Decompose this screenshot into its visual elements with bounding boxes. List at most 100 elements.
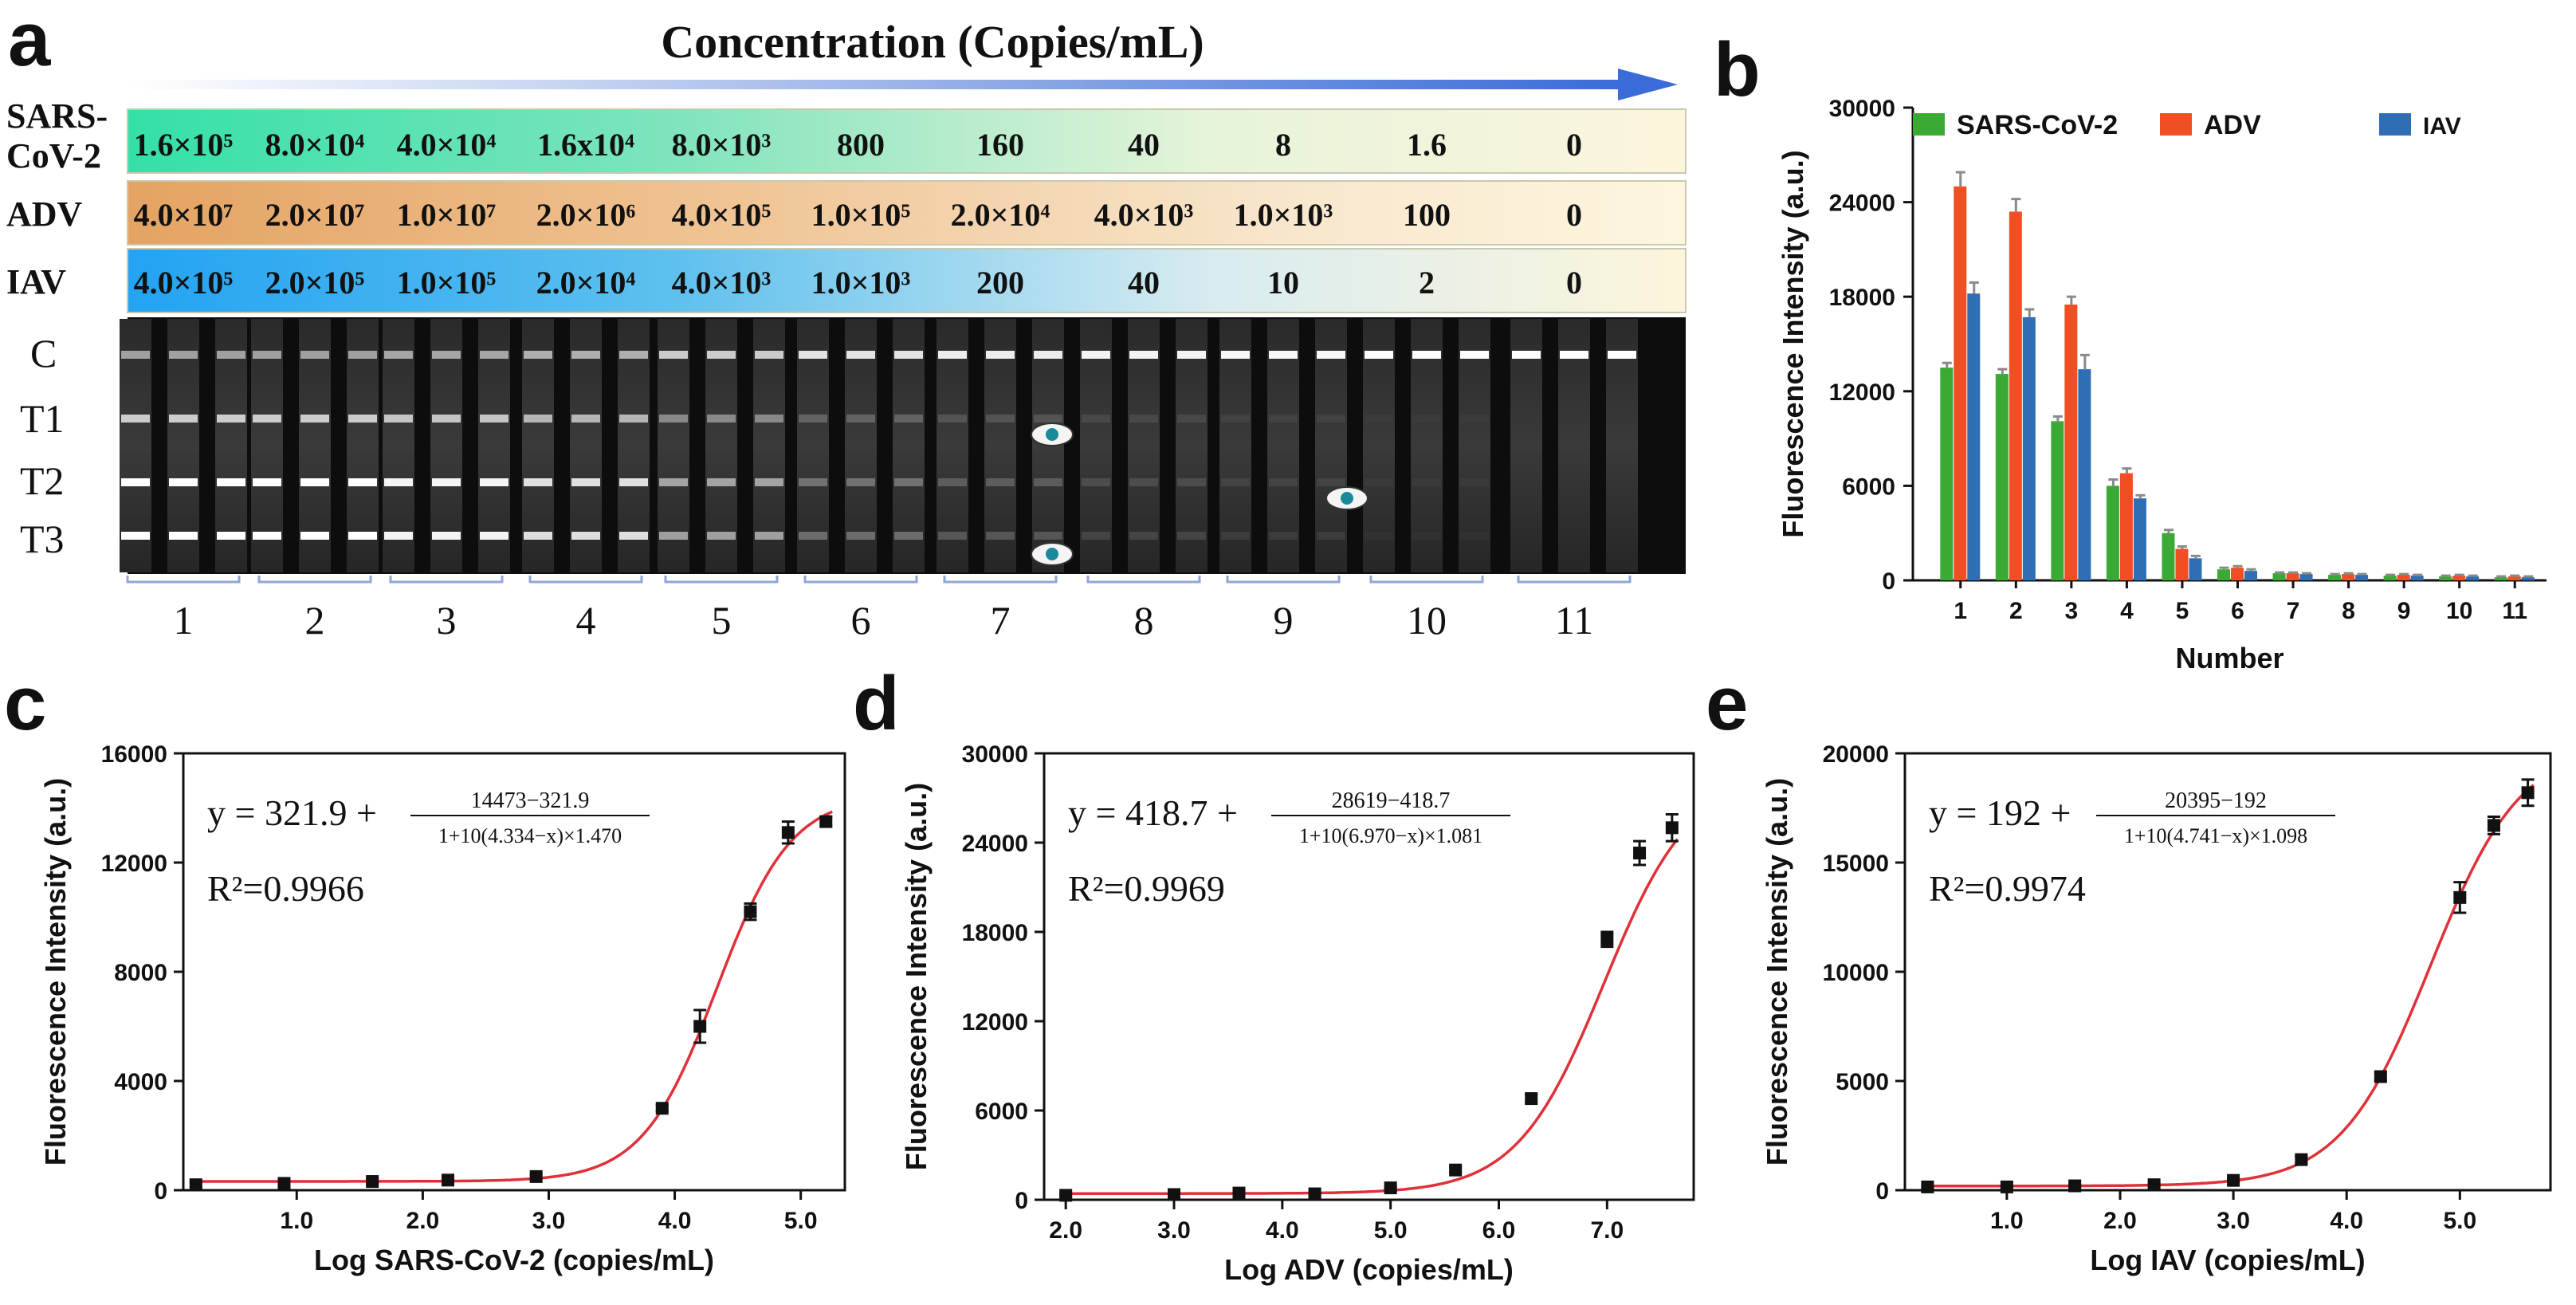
strip-band-c (659, 351, 688, 359)
strip-label-c: C (30, 331, 57, 375)
concentration-value: 2.0×10⁴ (536, 265, 636, 301)
legend-label: SARS-CoV-2 (1957, 110, 2118, 140)
x-tick-label: 1.0 (280, 1208, 313, 1234)
x-tick-label: 11 (2502, 598, 2527, 624)
concentration-value: 200 (976, 265, 1024, 301)
x-tick-label: 7 (2287, 598, 2300, 624)
strip-band-test (217, 478, 245, 486)
x-tick-label: 2.0 (1049, 1217, 1082, 1244)
strip-band-test (217, 532, 245, 540)
lane-bracket (943, 576, 1058, 584)
fit-equation-lhs: y = 321.9 + (207, 792, 377, 833)
strip-band-test (571, 415, 600, 423)
strip-band-test (1269, 478, 1298, 486)
strip-band-c (1221, 351, 1250, 359)
strip-band-test (217, 415, 245, 423)
strip-band-c (217, 351, 245, 359)
concentration-value: 8.0×10⁴ (265, 127, 365, 163)
data-point (1633, 847, 1647, 860)
strip-band-test (938, 415, 967, 423)
y-tick-label: 4000 (114, 1069, 167, 1095)
strip-band-test (1129, 478, 1158, 486)
strip (215, 319, 247, 572)
strip-band-test (707, 532, 736, 540)
strip-band-c (300, 351, 329, 359)
strip-band-test (799, 532, 827, 540)
bar (2217, 569, 2230, 580)
x-tick-label: 5 (2176, 598, 2189, 624)
strip-band-test (300, 415, 329, 423)
panel-letter-b: b (1714, 27, 1761, 112)
y-axis-label: Fluorescence Intensity (a.u.) (39, 778, 72, 1165)
strip-band-test (1221, 532, 1250, 540)
y-tick-label: 0 (1882, 568, 1895, 595)
strip-band-test (571, 478, 600, 486)
y-tick-label: 0 (1015, 1188, 1028, 1214)
bar (2022, 316, 2036, 580)
legend-label: IAV (2423, 113, 2461, 140)
strip-band-test (253, 478, 281, 486)
strip-band-test (300, 478, 329, 486)
fit-equation-denominator: 1+10(6.970−x)×1.081 (1299, 824, 1482, 847)
x-tick-label: 10 (2446, 598, 2472, 624)
strip-band-test (384, 532, 413, 540)
strip (1363, 319, 1395, 572)
y-tick-label: 12000 (101, 851, 167, 877)
lane-number: 1 (174, 598, 194, 643)
strip (984, 319, 1016, 572)
strip-band-test (1082, 532, 1110, 540)
strip-band-test (1412, 532, 1441, 540)
strip-band-c (1269, 351, 1298, 359)
concentration-value: 0 (1566, 127, 1582, 163)
lane-number: 8 (1134, 598, 1154, 643)
data-point (2374, 1070, 2387, 1083)
strip (1606, 319, 1638, 572)
y-axis-label: Fluorescence Intensity (a.u.) (1761, 778, 1793, 1165)
concentration-value: 4.0×10⁷ (134, 197, 234, 233)
strip (251, 319, 283, 572)
x-tick-label: 2.0 (406, 1208, 440, 1234)
strip-band-test (524, 478, 552, 486)
lane-numbers: 1 2 3 4 5 6 7 8 9 10 11 (174, 598, 1594, 643)
r-squared: R²=0.9969 (1068, 868, 1225, 909)
data-point (366, 1175, 379, 1189)
strip-band-c (1129, 351, 1158, 359)
data-point (2487, 819, 2500, 832)
x-tick-label: 5.0 (784, 1208, 818, 1234)
x-axis-label: Log IAV (copies/mL) (2090, 1244, 2365, 1276)
concentration-value: 8.0×10³ (672, 127, 772, 163)
strip-band-test (300, 532, 329, 540)
strip-band-test (894, 478, 923, 486)
strip-band-test (619, 478, 648, 486)
strip-band-test (253, 415, 281, 423)
bar (2452, 576, 2466, 580)
y-tick-label: 18000 (962, 920, 1028, 946)
panel-letter-d: d (853, 661, 900, 746)
data-point (2000, 1180, 2013, 1193)
bar (2064, 305, 2078, 580)
strip (797, 319, 829, 572)
lane-bracket (803, 576, 918, 584)
strip (1558, 319, 1590, 572)
data-point (655, 1102, 669, 1115)
strip-band-test (799, 478, 827, 486)
strip-band-test (1460, 478, 1489, 486)
strip-band-test (894, 415, 923, 423)
y-tick-label: 20000 (1823, 741, 1889, 768)
x-tick-label: 1 (1954, 598, 1967, 624)
strip-band-test (659, 478, 688, 486)
strip-band-test (1034, 415, 1062, 423)
bar (2507, 576, 2521, 580)
strip (299, 319, 331, 572)
concentration-value: 160 (976, 127, 1024, 163)
data-point (693, 1020, 707, 1033)
strip-band-test (619, 532, 648, 540)
strip-band-c (480, 351, 509, 359)
strip-band-c (1560, 351, 1588, 359)
bar (2189, 558, 2202, 580)
strip-band-test (432, 532, 461, 540)
data-point (2227, 1173, 2240, 1187)
bar (2328, 575, 2342, 580)
data-point (1168, 1188, 1180, 1201)
strip-band-test (755, 415, 783, 423)
